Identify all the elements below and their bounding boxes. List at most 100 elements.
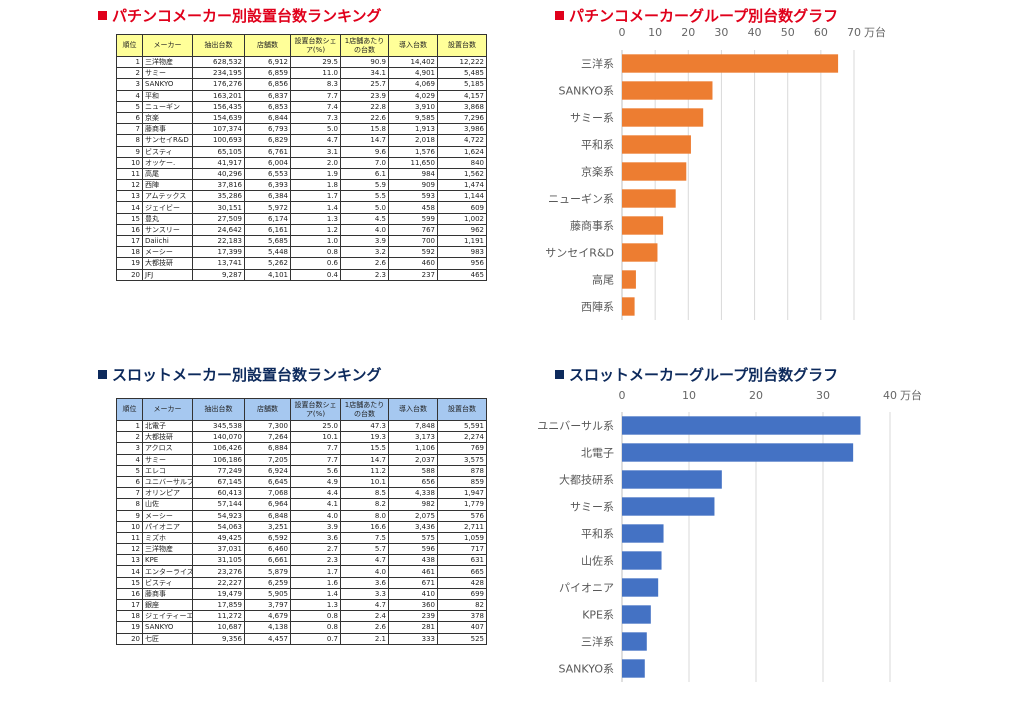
column-header: 設置台数シェア(%) [290,398,341,421]
table-cell: 599 [388,212,438,225]
table-cell: 4.0 [290,509,341,522]
table-cell: 藤商事 [142,123,193,136]
table-cell: 3.1 [290,145,341,158]
table-cell: 6,384 [244,190,291,203]
table-cell: 1.3 [290,598,341,612]
y-category-label: SANKYO系 [558,663,614,676]
column-header: 店舗数 [244,398,291,421]
table-cell: 588 [388,464,438,477]
table-cell: 13 [116,554,143,567]
y-category-label: サンセイR&D [545,247,614,260]
table-cell: 藤商事 [142,587,193,601]
table-cell: 6,912 [244,55,291,69]
table-cell: 京楽 [142,111,193,125]
table-cell: 699 [437,587,487,601]
table-cell: 410 [388,587,438,601]
table-cell: 7,205 [244,453,291,466]
table-cell: 25.7 [340,78,389,91]
table-cell: 4,457 [244,632,291,645]
column-header: 導入台数 [388,34,438,57]
square-bullet-icon [98,11,107,20]
table-row: 6 京楽 154,639 6,844 7.3 22.6 9,585 7,296 [116,111,487,125]
table-cell: 962 [437,223,487,237]
table-cell: 1.3 [290,212,341,225]
table-cell: 4,157 [437,89,487,102]
table-cell: 2.7 [290,543,341,556]
table-cell: 1,624 [437,145,487,158]
table-cell: 6,259 [244,576,291,589]
table-cell: 5,485 [437,67,487,80]
table-cell: 460 [388,257,438,270]
table-row: 15 豊丸 27,509 6,174 1.3 4.5 599 1,002 [116,212,487,225]
table-row: 5 ニューギン 156,435 6,853 7.4 22.8 3,910 3,868 [116,100,487,113]
table-cell: 8.5 [340,487,389,500]
table-cell: 9,356 [192,632,245,645]
table-cell: アムテックス [142,190,193,203]
table-cell: 2,274 [437,431,487,444]
table-row: 8 山佐 57,144 6,964 4.1 8.2 982 1,779 [116,498,487,511]
table-cell: 9.6 [340,145,389,158]
table-cell: 2.0 [290,156,341,169]
bar [622,524,664,543]
column-header: 1店舗あたりの台数 [340,34,389,57]
table-cell: 1.0 [290,234,341,248]
table-cell: 15.8 [340,123,389,136]
table-cell: 40,296 [192,167,245,181]
table-cell: 6,553 [244,167,291,181]
table-cell: 3,910 [388,100,438,113]
table-cell: ビスティ [142,576,193,589]
y-category-label: 高尾 [592,273,614,287]
table-cell: 3.6 [340,576,389,589]
slot-chart-title: スロットメーカーグループ別台数グラフ [555,364,838,385]
table-cell: 6.1 [340,167,389,181]
bar [622,81,713,100]
table-cell: 27,509 [192,212,245,225]
column-header: メーカー [142,398,193,421]
x-tick-label: 30 [714,26,728,39]
table-row: 14 エンターライズ 23,276 5,879 1.7 4.0 461 665 [116,565,487,578]
table-cell: 5 [116,100,143,113]
table-cell: 525 [437,632,487,645]
table-cell: 2.3 [340,268,389,281]
table-cell: ビスティ [142,145,193,158]
table-cell: 5,879 [244,565,291,578]
table-cell: 6 [116,475,143,489]
table-cell: 77,249 [192,464,245,477]
table-cell: 5,905 [244,587,291,601]
table-cell: 6,856 [244,78,291,91]
table-cell: 49,425 [192,531,245,545]
table-cell: 1.8 [290,179,341,192]
table-cell: 0.8 [290,246,341,259]
table-cell: 6,859 [244,67,291,80]
table-cell: 6 [116,111,143,125]
table-cell: 22,227 [192,576,245,589]
table-cell: 11,272 [192,610,245,623]
table-cell: SANKYO [142,78,193,91]
table-cell: 10,687 [192,621,245,634]
table-cell: 1,947 [437,487,487,500]
slot-group-bar-chart: 0 10 20 30 40 万台ユニバーサル系北電子大都技研系サミー系平和系山佐系パイオニ… [537,388,922,682]
table-row: 10 オッケー. 41,917 6,004 2.0 7.0 11,650 840 [116,156,487,169]
y-category-label: 山佐系 [581,554,614,568]
table-cell: 6,924 [244,464,291,477]
table-cell: 37,816 [192,179,245,192]
y-category-label: ユニバーサル系 [537,420,614,433]
y-category-label: 平和系 [581,139,614,152]
table-cell: 9,287 [192,268,245,281]
table-cell: 11.0 [290,67,341,80]
column-header: 導入台数 [388,398,438,421]
y-category-label: KPE系 [582,609,614,622]
table-cell: 16 [116,223,143,237]
table-cell: 54,923 [192,509,245,522]
table-cell: 4,138 [244,621,291,634]
table-cell: 700 [388,234,438,248]
table-row: 3 アクロス 106,426 6,884 7.7 15.5 1,106 769 [116,442,487,455]
table-cell: 7 [116,487,143,500]
table-cell: 30,151 [192,201,245,214]
table-cell: 4 [116,89,143,102]
table-cell: 54,063 [192,520,245,533]
table-cell: 5.9 [340,179,389,192]
table-cell: 163,201 [192,89,245,102]
table-cell: 三洋物産 [142,543,193,556]
table-cell: 2,075 [388,509,438,522]
